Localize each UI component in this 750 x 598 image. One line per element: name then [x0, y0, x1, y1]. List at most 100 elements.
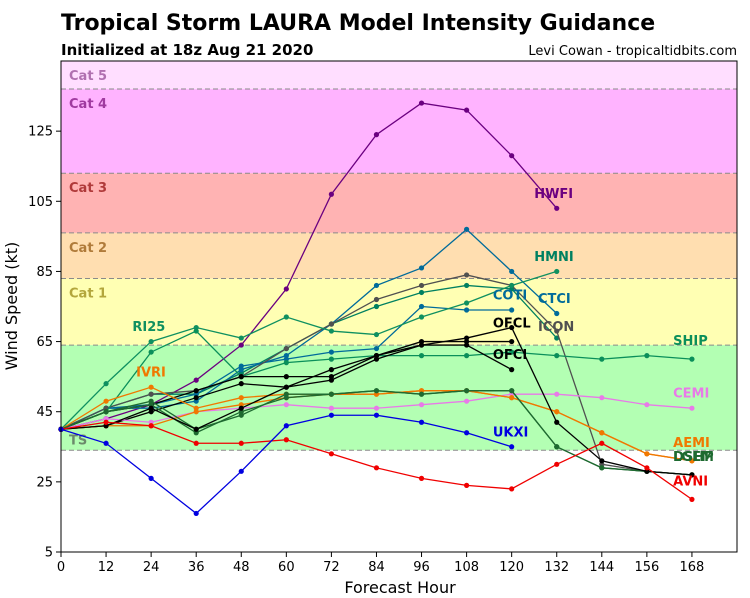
- series-label-ukxi: UKXI: [493, 425, 529, 440]
- data-point-lgem: [283, 395, 289, 401]
- data-point-aemi: [599, 430, 605, 436]
- data-point-aemi: [644, 451, 650, 457]
- data-point-avni: [599, 440, 605, 446]
- data-point-ship: [148, 349, 154, 355]
- series-label-avni: AVNI: [673, 474, 708, 489]
- data-point-ship: [689, 356, 695, 362]
- data-point-icon: [554, 328, 560, 334]
- data-point-ctci: [464, 226, 470, 232]
- data-point-ofcl: [193, 388, 199, 394]
- data-point-lgem: [418, 391, 425, 397]
- x-tick-label: 168: [680, 560, 705, 575]
- data-point-cemi: [554, 391, 560, 397]
- data-point-ofci-grn: [689, 472, 695, 478]
- data-point-cemi: [418, 402, 425, 408]
- band-cat-4: [61, 89, 737, 174]
- data-point-icon: [148, 391, 154, 397]
- data-point-ship: [464, 353, 470, 359]
- x-tick-label: 24: [143, 560, 160, 575]
- band-label-cat-2: Cat 2: [69, 241, 107, 256]
- data-point-ukxi: [148, 475, 154, 481]
- data-point-coti: [238, 363, 244, 369]
- series-label-cemi: CEMI: [673, 387, 709, 402]
- series-label-ofcl: OFCL: [493, 317, 531, 332]
- chart-title: Tropical Storm LAURA Model Intensity Gui…: [61, 11, 655, 36]
- x-tick-label: 12: [98, 560, 115, 575]
- data-point-ofci-grn: [554, 419, 560, 425]
- series-line-ri25: [60, 270, 557, 430]
- data-point-coti: [328, 349, 334, 355]
- data-point-avni: [148, 423, 154, 429]
- x-tick-label: 156: [634, 560, 659, 575]
- y-tick-label: 65: [36, 335, 53, 350]
- data-point-ukxi: [238, 468, 244, 474]
- x-axis-label: Forecast Hour: [344, 578, 456, 597]
- data-point-ukxi: [373, 412, 380, 418]
- data-point-ofci-grn: [373, 356, 380, 362]
- data-point-coti: [464, 307, 470, 313]
- series-line-ctci: [60, 228, 558, 430]
- data-point-ri25: [283, 314, 289, 320]
- data-point-ofci-grn: [328, 377, 334, 383]
- data-point-icon: [328, 321, 334, 327]
- data-point-ofci: [464, 342, 470, 348]
- data-point-ri25: [103, 381, 109, 387]
- data-point-ctci: [373, 282, 380, 289]
- data-point-ri25: [373, 331, 380, 338]
- data-point-ofci-grn: [599, 458, 605, 464]
- data-point-ukxi: [464, 430, 470, 436]
- data-point-hmni: [464, 282, 470, 289]
- data-point-ship: [193, 328, 199, 334]
- data-point-hmni: [373, 303, 380, 310]
- data-point-ofci-grn: [509, 324, 515, 331]
- data-point-hwfi: [509, 153, 515, 159]
- data-point-avni: [373, 465, 380, 471]
- x-tick-label: 0: [57, 560, 65, 575]
- series-label-ctci: CTCI: [538, 292, 571, 307]
- y-tick-label: 85: [36, 265, 53, 280]
- data-point-ofci-grn: [418, 342, 425, 348]
- data-point-aemi: [554, 409, 560, 415]
- data-point-lgem: [103, 409, 109, 415]
- series-line-hwfi: [60, 102, 558, 430]
- band-cat-3: [61, 173, 737, 233]
- data-point-hwfi: [418, 100, 425, 106]
- y-tick-label: 105: [28, 195, 53, 210]
- data-point-avni: [193, 440, 199, 446]
- data-point-coti: [509, 307, 515, 313]
- data-point-cemi: [644, 402, 650, 408]
- data-point-avni: [689, 496, 695, 502]
- data-point-ivri: [103, 398, 109, 404]
- data-point-avni: [509, 486, 515, 492]
- data-point-ivri: [238, 395, 244, 401]
- data-point-lgem: [328, 391, 334, 397]
- data-point-ukxi: [418, 419, 425, 425]
- x-tick-label: 144: [589, 560, 614, 575]
- series-label-aemi: AEMI: [673, 436, 710, 451]
- data-point-ofci: [193, 395, 199, 401]
- data-point-ship: [644, 353, 650, 359]
- data-point-icon: [418, 282, 425, 289]
- chart-credit: Levi Cowan - tropicaltidbits.com: [528, 44, 737, 59]
- data-point-aemi: [689, 458, 695, 464]
- data-point-ri25: [418, 314, 425, 320]
- data-point-lgem: [509, 388, 515, 394]
- series-label-lgem: LGEM: [673, 450, 714, 465]
- data-point-ofcl: [283, 374, 289, 380]
- data-point-hmni: [418, 289, 425, 296]
- x-tick-label: 60: [278, 560, 295, 575]
- data-point-ofci: [509, 367, 515, 373]
- data-point-ukxi: [283, 423, 289, 429]
- series-label-hwfi: HWFI: [534, 187, 573, 202]
- data-point-avni: [283, 437, 289, 443]
- data-point-ivri: [148, 384, 154, 390]
- data-point-ofci-grn: [193, 426, 199, 432]
- data-point-lgem: [599, 465, 605, 471]
- data-point-hwfi: [464, 107, 470, 113]
- data-point-lgem: [373, 388, 380, 394]
- series-label-ri25: RI25: [132, 320, 165, 335]
- data-point-cemi: [599, 395, 605, 401]
- data-point-ukxi: [328, 412, 334, 418]
- data-point-lgem: [554, 444, 560, 450]
- data-point-lgem: [464, 388, 470, 394]
